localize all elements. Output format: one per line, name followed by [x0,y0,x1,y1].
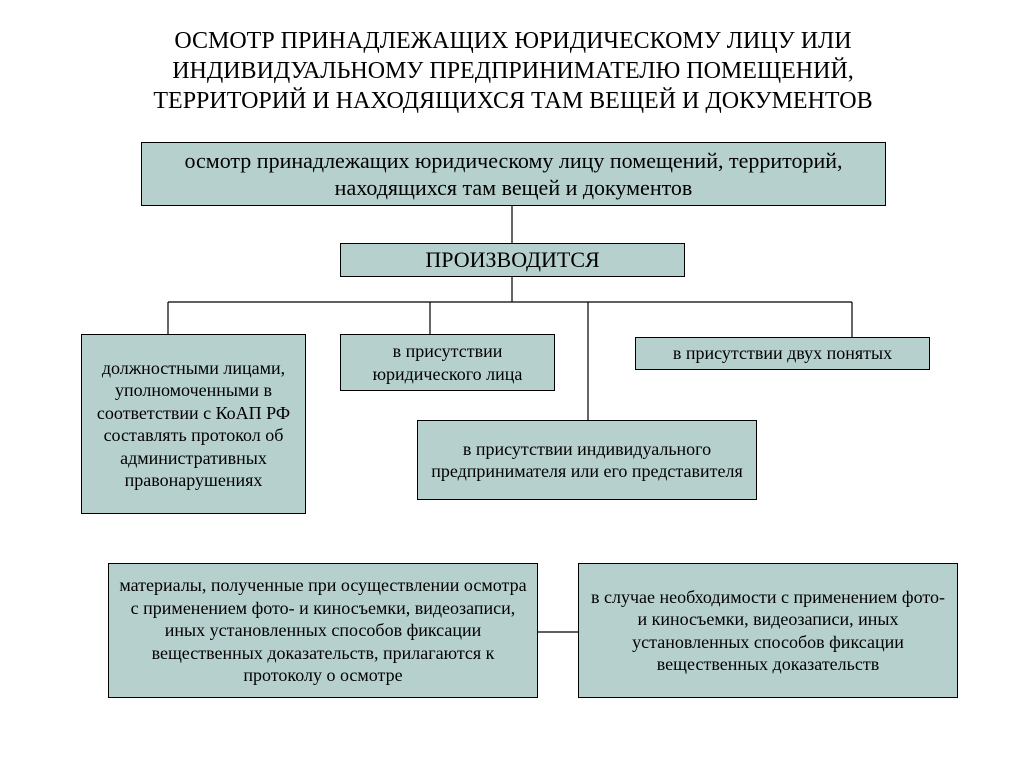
box-entrepreneur: в присутствии индивидуального предприним… [417,420,757,500]
box-legal-presence: в присутствии юридического лица [340,334,555,391]
box-materials: материалы, полученные при осуществлении … [108,563,538,698]
diagram-title: ОСМОТР ПРИНАДЛЕЖАЩИХ ЮРИДИЧЕСКОМУ ЛИЦУ И… [98,26,928,116]
box-witnesses: в присутствии двух понятых [635,337,930,370]
box-produced: ПРОИЗВОДИТСЯ [340,243,685,277]
box-need: в случае необходимости с применением фот… [578,563,958,698]
box-intro: осмотр принадлежащих юридическому лицу п… [141,142,886,206]
box-officials: должностными лицами, уполномоченными в с… [81,334,306,514]
